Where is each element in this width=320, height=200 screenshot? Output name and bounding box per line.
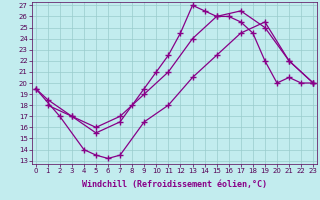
X-axis label: Windchill (Refroidissement éolien,°C): Windchill (Refroidissement éolien,°C) <box>82 180 267 189</box>
